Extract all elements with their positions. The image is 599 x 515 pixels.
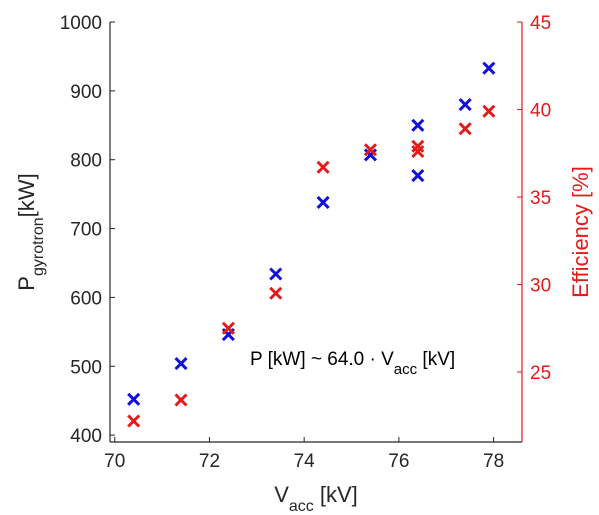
point-stroke (458, 98, 472, 112)
power-point (269, 267, 283, 281)
power-point (127, 392, 141, 406)
efficiency-point (482, 104, 496, 118)
x-tick-label: 74 (294, 451, 316, 472)
x-tick-label: 72 (199, 451, 220, 472)
y-right-tick-label: 35 (530, 188, 551, 209)
efficiency-point (458, 122, 472, 136)
point-stroke (363, 143, 378, 157)
efficiency-point (127, 414, 141, 428)
point-stroke (458, 122, 472, 136)
efficiency-point (269, 286, 283, 300)
y-left-tick-label: 800 (70, 151, 102, 172)
power-point (458, 98, 472, 112)
x-tick-label: 78 (483, 451, 504, 472)
y-left-tick-label: 900 (70, 82, 102, 103)
efficiency-point (411, 144, 425, 159)
point-stroke (482, 61, 496, 75)
point-stroke (174, 393, 188, 407)
power-point (363, 148, 378, 162)
efficiency-point (174, 393, 188, 407)
y-left-tick-label: 600 (70, 288, 102, 309)
point-stroke (127, 392, 141, 406)
point-stroke (127, 414, 141, 428)
efficiency-point (221, 321, 235, 335)
power-point (411, 118, 425, 132)
y-left-tick-label: 1000 (60, 13, 102, 34)
power-point (482, 61, 496, 75)
y-left-tick-label: 700 (70, 220, 102, 241)
point-stroke (316, 160, 330, 174)
point-stroke (269, 267, 283, 281)
y-right-tick-label: 40 (530, 101, 551, 122)
point-stroke (269, 286, 283, 300)
x-tick-label: 70 (104, 451, 125, 472)
power-point (316, 195, 330, 209)
points-layer (127, 61, 496, 428)
point-stroke (411, 168, 425, 183)
efficiency-point (316, 160, 330, 174)
y-right-tick-label: 45 (530, 13, 551, 34)
y-right-tick-label: 25 (530, 363, 551, 384)
fit-annotation: P [kW] ~ 64.0 · Vacc [kV] (250, 349, 455, 378)
point-stroke (411, 118, 425, 132)
point-stroke (482, 104, 496, 118)
y-right-tick-label: 30 (530, 276, 551, 297)
efficiency-point (363, 143, 378, 157)
power-point (411, 168, 425, 183)
y-axis-right-title: Efficiency [%] (568, 166, 593, 298)
point-stroke (174, 356, 188, 371)
y-axis-left-title: Pgyrotron[kW] (14, 173, 47, 290)
point-stroke (363, 148, 378, 162)
y-left-tick-label: 400 (70, 426, 102, 447)
y-left-tick-label: 500 (70, 357, 102, 378)
axes-layer: 70 72 74 76 78 400 500 600 700 800 900 1000 25 30 35 40… (60, 13, 551, 472)
power-point (174, 356, 188, 371)
x-tick-label: 76 (388, 451, 409, 472)
point-stroke (221, 321, 235, 335)
labels-layer: Vacc [kV] Pgyrotron[kW] Efficiency [%] P [k… (14, 166, 593, 514)
x-axis-title: Vacc [kV] (274, 482, 358, 515)
point-stroke (411, 144, 425, 159)
point-stroke (316, 195, 330, 209)
